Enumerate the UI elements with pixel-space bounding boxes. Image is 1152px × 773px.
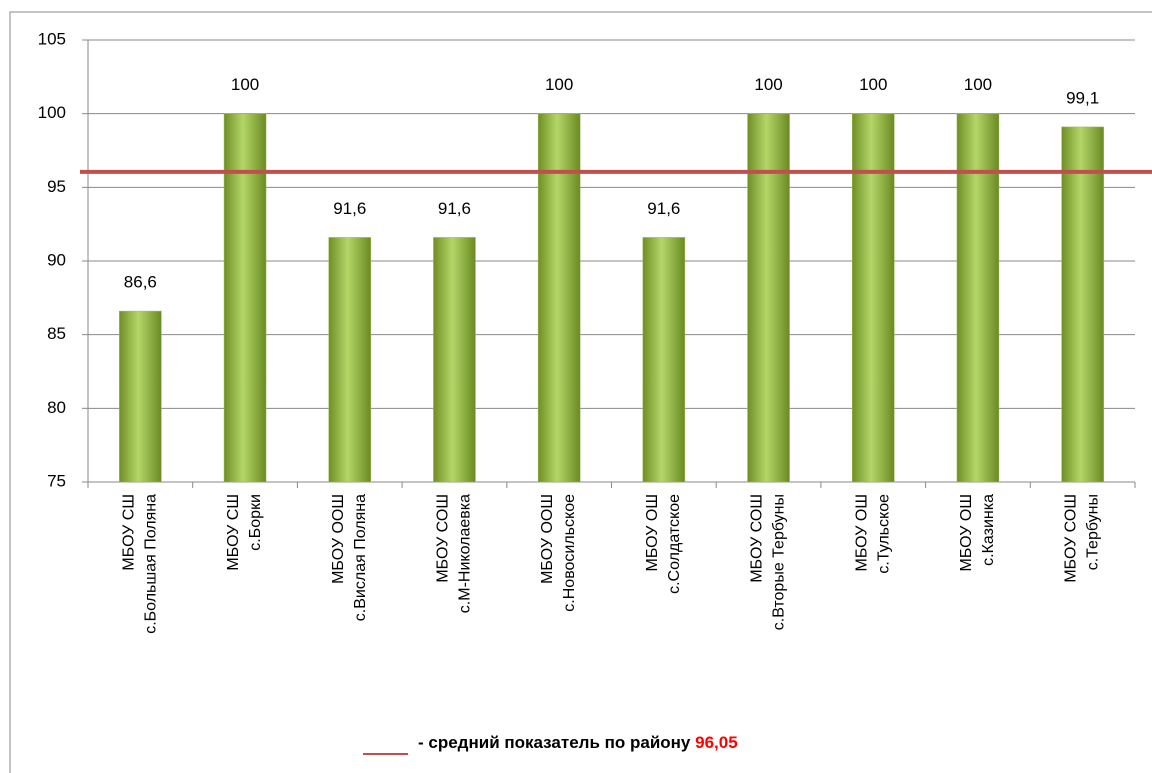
x-tick-label-line: с.Казинка: [980, 494, 997, 566]
x-tick-label-line: МБОУ ООШ: [330, 494, 347, 584]
x-tick-label: МБОУ ОШ с.Тульское: [853, 494, 892, 574]
chart-frame: [9, 11, 1152, 773]
x-tick-label-line: МБОУ ООШ: [539, 494, 556, 584]
bar: [747, 113, 790, 483]
value-label: 100: [859, 75, 887, 94]
x-tick-label-line: МБОУ СШ: [121, 494, 138, 571]
value-label: 99,1: [1066, 88, 1099, 107]
bar: [119, 310, 162, 483]
x-tick-label: МБОУ ОШ с.Казинка: [958, 494, 997, 572]
y-tick-label: 80: [47, 398, 66, 417]
x-tick-label: МБОУ СШ с.Большая Поляна: [121, 494, 160, 634]
x-tick-label-line: с.М-Николаевка: [457, 494, 474, 613]
x-tick-label: МБОУ СОШ с.М-Николаевка: [435, 494, 474, 613]
x-tick-label: МБОУ СОШ с.Тербуны: [1063, 494, 1102, 583]
x-tick-label-line: с.Тульское: [875, 494, 892, 574]
legend-label: - средний показатель по району: [418, 733, 691, 752]
bar: [328, 237, 371, 483]
bars: [119, 113, 1104, 483]
x-tick-label-line: с.Тербуны: [1085, 494, 1102, 570]
bar: [852, 113, 895, 483]
x-tick-label-line: МБОУ ОШ: [958, 494, 975, 571]
x-tick-label-line: с.Солдатское: [666, 494, 683, 594]
value-label: 100: [964, 75, 992, 94]
value-label: 100: [754, 75, 782, 94]
x-tick-label-line: МБОУ СОШ: [749, 494, 766, 583]
x-tick-label-line: с.Вислая Поляна: [352, 494, 369, 621]
y-tick-label: 105: [38, 29, 66, 48]
y-tick-label: 90: [47, 250, 66, 269]
x-tick-label-line: с.Новосильское: [561, 494, 578, 612]
value-label: 91,6: [438, 199, 471, 218]
value-label: 86,6: [124, 273, 157, 292]
x-tick-label-line: с.Большая Поляна: [143, 494, 160, 634]
x-tick-label: МБОУ ООШ с.Вислая Поляна: [330, 494, 369, 621]
x-tick-label: МБОУ СОШ с.Вторые Тербуны: [749, 494, 788, 630]
bar: [223, 113, 267, 483]
y-tick-label: 95: [47, 177, 66, 196]
legend-text: - средний показатель по району 96,05: [418, 733, 738, 752]
legend-value: 96,05: [695, 733, 738, 752]
value-label: 91,6: [333, 199, 366, 218]
x-tick-label-line: с.Вторые Тербуны: [771, 494, 788, 630]
labels: 75 80 85 90 95 100 105 86,6 МБОУ СШ с.Большая Пол…: [38, 29, 1102, 633]
x-tick-label: МБОУ ООШ с.Новосильское: [539, 494, 578, 612]
x-tick-label-line: МБОУ СОШ: [1063, 494, 1080, 583]
bar: [1061, 126, 1104, 483]
value-label: 91,6: [647, 199, 680, 218]
bar: [537, 113, 581, 483]
y-tick-label: 100: [38, 103, 66, 122]
x-tick-label: МБОУ СШ с.Борки: [225, 494, 264, 571]
x-tick-label-line: МБОУ ОШ: [853, 494, 870, 571]
x-tick-label-line: МБОУ ОШ: [644, 494, 661, 571]
value-label: 100: [231, 75, 259, 94]
bar: [956, 113, 1000, 483]
x-tick-label: МБОУ ОШ с.Солдатское: [644, 494, 683, 594]
y-tick-label: 75: [47, 471, 66, 490]
y-tick-label: 85: [47, 324, 66, 343]
x-tick-label-line: с.Борки: [247, 494, 264, 551]
bar: [642, 237, 686, 483]
value-label: 100: [545, 75, 573, 94]
bar: [433, 237, 476, 483]
x-tick-label-line: МБОУ СОШ: [435, 494, 452, 583]
x-tick-label-line: МБОУ СШ: [225, 494, 242, 571]
